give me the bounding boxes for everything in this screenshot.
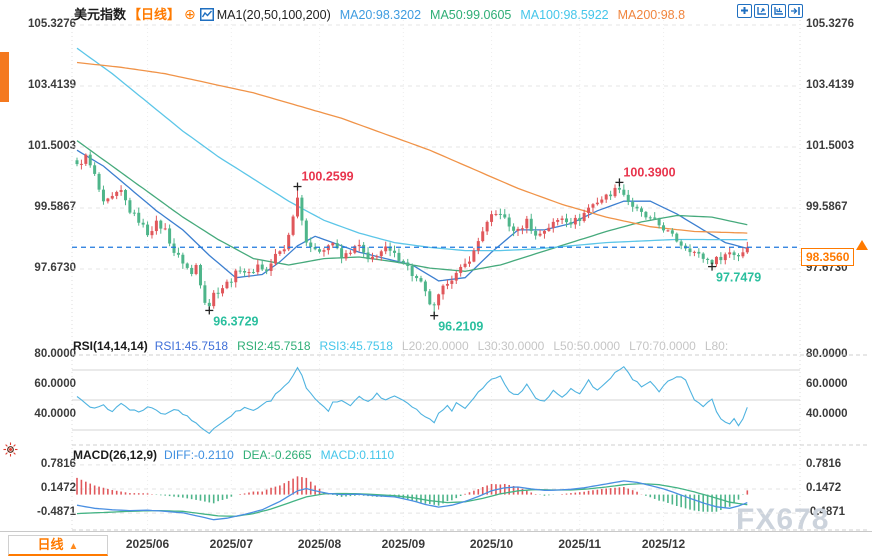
macd-header: MACD(26,12,9) DIFF:-0.2110 DEA:-0.2665 MACD…	[73, 448, 801, 462]
indicator-value-label: MA1(20,50,100,200)	[216, 8, 331, 22]
date-tick-label: 2025/11	[558, 537, 602, 551]
macd-histogram	[76, 476, 749, 512]
indicator-value-label: DIFF:-0.2110	[164, 448, 234, 462]
indicator-value-label: RSI(14,14,14)	[73, 339, 148, 353]
indicator-value-label: L80:	[704, 339, 729, 353]
axis-label: 99.5867	[806, 200, 848, 213]
price-annotation: 96.2109	[438, 320, 483, 334]
indicator-value-label: L20:20.0000	[401, 339, 469, 353]
axis-label: 40.0000	[34, 408, 76, 420]
axis-label: 80.0000	[806, 348, 848, 360]
indicator-value-label: L50:50.0000	[553, 339, 621, 353]
rsi-header: RSI(14,14,14) RSI1:45.7518 RSI2:45.7518 RSI…	[73, 339, 801, 353]
gridlines	[71, 16, 868, 531]
axis-label: 99.5867	[34, 200, 76, 213]
fit-vertical-axis-icon[interactable]	[754, 4, 769, 18]
indicator-value-label: DEA:-0.2665	[242, 448, 312, 462]
axis-label: 103.4139	[806, 79, 854, 91]
symbol-title: 美元指数	[74, 7, 127, 22]
ma-line-ma100	[76, 47, 748, 252]
macd-dea-line	[76, 482, 748, 517]
time-axis-bar: 日线 ▲ 2025/06 2025/07 2025/08 2025/09 2025/10 2…	[0, 531, 872, 560]
indicator-value-label: MA200:98.8	[617, 8, 686, 22]
axis-label: 0.7816	[40, 457, 76, 470]
date-tick-label: 2025/10	[469, 537, 514, 551]
date-tick-label: 2025/06	[125, 537, 170, 551]
indicator-value-label: MACD:0.1110	[320, 448, 395, 462]
price-annotation: 100.3900	[623, 165, 675, 179]
period-tab-daily[interactable]: 日线 ▲	[8, 535, 108, 556]
axis-label: 105.3276	[806, 18, 854, 30]
date-tick-label: 2025/07	[209, 537, 254, 551]
chart-style-icon[interactable]	[199, 8, 214, 24]
main-chart-header: 美元指数 【日线】 ⊕ MA1(20,50,100,200) MA20:98.3202 M…	[74, 4, 694, 24]
indicator-value-label: MACD(26,12,9)	[73, 448, 158, 462]
indicator-value-label: L30:30.0000	[477, 339, 545, 353]
axis-label: 105.3276	[28, 18, 76, 30]
indicator-value-label: L70:70.0000	[629, 339, 696, 353]
axis-label: 80.0000	[34, 348, 76, 360]
pan-to-latest-icon[interactable]	[788, 4, 803, 18]
fit-horizontal-axis-icon[interactable]	[771, 4, 786, 18]
date-tick-label: 2025/09	[381, 537, 426, 551]
indicator-value-label: MA50:99.0605	[430, 8, 512, 22]
price-annotation: 97.7479	[716, 271, 761, 285]
date-tick-label: 2025/08	[297, 537, 342, 551]
macd-diff-line	[76, 480, 748, 521]
last-price-badge: 98.3560	[801, 248, 855, 266]
add-indicator-icon[interactable]: ⊕	[184, 6, 196, 22]
chart-toolbar	[737, 4, 803, 18]
triangle-up-icon: ▲	[68, 541, 79, 552]
indicator-value-label: MA100:98.5922	[520, 8, 609, 22]
period-tag: 【日线】	[128, 7, 181, 22]
indicator-value-label: MA20:98.3202	[339, 8, 422, 22]
crosshair-move-icon[interactable]	[737, 4, 752, 18]
candlesticks	[75, 151, 749, 316]
axis-label: 0.1472	[806, 482, 842, 494]
axis-label: 101.5003	[806, 140, 854, 152]
axis-label: -0.4871	[36, 506, 76, 519]
date-tick-label: 2025/12	[641, 537, 686, 551]
axis-label: 0.7816	[806, 457, 842, 470]
axis-label: 0.1472	[40, 482, 76, 494]
axis-label: 40.0000	[806, 408, 848, 420]
axis-label: -0.4871	[806, 506, 846, 519]
period-tab-label: 日线	[37, 537, 64, 552]
indicator-value-label: RSI1:45.7518	[154, 339, 229, 353]
price-annotations: 100.2599 100.3900 96.3729 96.2109 97.7479	[205, 165, 761, 334]
price-annotation: 96.3729	[213, 314, 258, 328]
rsi-line	[76, 365, 748, 435]
price-annotation: 100.2599	[302, 170, 354, 184]
axis-label: 97.6730	[34, 262, 76, 274]
indicator-value-label: RSI3:45.7518	[319, 339, 393, 353]
ma-line-ma200	[76, 61, 748, 234]
axis-label: 101.5003	[28, 140, 76, 152]
axis-label: 60.0000	[34, 378, 76, 390]
indicator-value-label: RSI2:45.7518	[237, 339, 311, 353]
price-marker-triangle-icon	[856, 240, 868, 250]
ma-line-ma50	[76, 140, 748, 272]
refresh-target-icon[interactable]	[3, 442, 18, 462]
axis-label: 103.4139	[28, 79, 76, 91]
ma-values: MA1(20,50,100,200) MA20:98.3202 MA50:99.06…	[217, 7, 694, 22]
left-accent-bar	[0, 52, 9, 102]
axis-label: 60.0000	[806, 378, 848, 390]
